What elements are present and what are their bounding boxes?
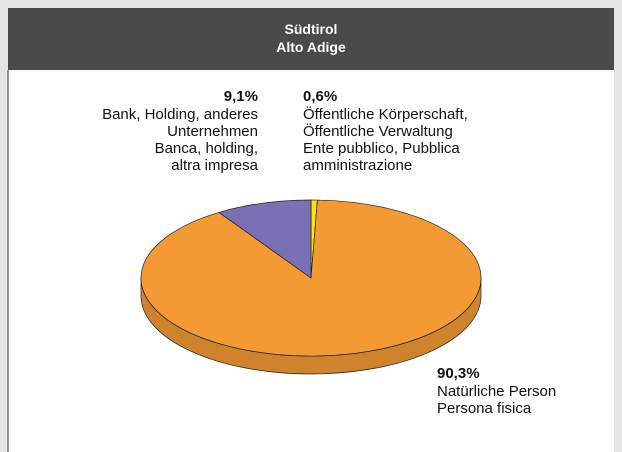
chart-subtitle: Alto Adige [276,39,346,55]
value-label: 90,3% [437,365,480,382]
category-label: Öffentliche Körperschaft, Öffentliche Ver… [303,105,468,174]
slice [218,199,312,279]
chart-title: Südtirol [285,21,338,37]
category-label: Bank, Holding, anderes Unternehmen Banca, … [102,106,259,174]
value-label: 0,6% [303,88,337,105]
category-label: Natürliche Person Persona fisica [437,383,556,417]
value-label: 9,1% [224,88,258,105]
header [8,8,614,70]
